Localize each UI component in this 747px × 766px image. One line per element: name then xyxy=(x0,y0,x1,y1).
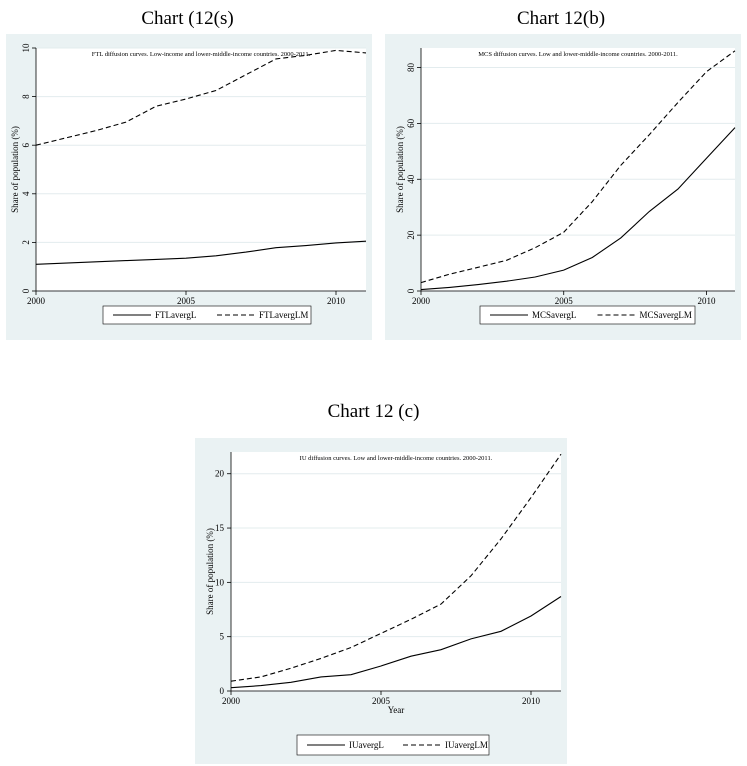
x-tick-label: 2000 xyxy=(412,296,431,306)
y-axis-title: Share of population (%) xyxy=(395,126,405,213)
chart-caption: Chart 12 (c) xyxy=(327,401,420,422)
chart-caption: Chart 12(b) xyxy=(516,8,606,29)
chart-panel: 0246810200020052010YearShare of populati… xyxy=(6,34,372,340)
plot-area xyxy=(421,48,735,291)
series-line xyxy=(35,240,367,265)
y-tick-label: 60 xyxy=(406,118,416,128)
x-tick-label: 2005 xyxy=(177,296,196,306)
x-axis-title: Year xyxy=(388,705,405,715)
plot-area xyxy=(231,452,561,691)
y-axis-title: Share of population (%) xyxy=(205,528,215,615)
series-line xyxy=(420,127,736,291)
x-tick-label: 2000 xyxy=(222,696,241,706)
y-tick-label: 20 xyxy=(215,469,225,479)
legend-label: IUavergL xyxy=(349,740,384,750)
chart-svg: 0 5 10 15 20 2000 2005 2010 Year Share of populat… xyxy=(205,452,562,756)
chart-panel: 020406080200020052010YearShare of popula… xyxy=(385,34,741,340)
plot-title: FTL diffusion curves. Low-income and low… xyxy=(92,51,311,58)
x-tick-label: 2010 xyxy=(697,296,716,306)
y-tick-label: 15 xyxy=(215,523,225,533)
series-line xyxy=(230,453,562,682)
y-tick-label: 20 xyxy=(406,230,416,240)
y-axis-title: Share of population (%) xyxy=(10,126,20,213)
chart-svg: 0246810200020052010YearShare of populati… xyxy=(10,43,367,325)
legend-label: FTLavergLM xyxy=(259,310,308,320)
x-tick-label: 2005 xyxy=(555,296,574,306)
series-line xyxy=(35,49,367,146)
y-tick-label: 10 xyxy=(21,43,31,53)
y-tick-label: 0 xyxy=(21,288,31,293)
legend-label: MCSavergL xyxy=(532,310,576,320)
x-tick-label: 2005 xyxy=(372,696,391,706)
y-tick-label: 0 xyxy=(406,288,416,293)
y-tick-label: 0 xyxy=(220,686,225,696)
y-tick-label: 40 xyxy=(406,174,416,184)
y-tick-label: 2 xyxy=(21,240,31,245)
legend-box xyxy=(479,305,696,325)
series-line xyxy=(230,596,562,689)
legend-label: FTLavergL xyxy=(155,310,196,320)
y-tick-label: 80 xyxy=(406,63,416,73)
chart-panel: 0 5 10 15 20 2000 2005 2010 Year Share of populat… xyxy=(195,438,567,764)
y-tick-label: 6 xyxy=(21,142,31,147)
x-tick-label: 2000 xyxy=(27,296,46,306)
chart-svg: 020406080200020052010YearShare of popula… xyxy=(395,48,736,325)
legend-label: MCSavergLM xyxy=(640,310,692,320)
y-tick-label: 4 xyxy=(21,191,31,196)
y-tick-label: 10 xyxy=(215,577,225,587)
plot-area xyxy=(36,48,366,291)
legend-box xyxy=(296,734,490,756)
x-tick-label: 2010 xyxy=(522,696,541,706)
plot-title: IU diffusion curves. Low and lower-middl… xyxy=(300,455,493,462)
x-tick-label: 2010 xyxy=(327,296,346,306)
chart-caption: Chart (12(s) xyxy=(141,8,234,29)
plot-title: MCS diffusion curves. Low and lower-midd… xyxy=(478,51,678,58)
legend-box xyxy=(102,305,312,325)
y-tick-label: 5 xyxy=(220,632,225,642)
series-line xyxy=(420,50,736,284)
legend-label: IUavergLM xyxy=(445,740,488,750)
y-tick-label: 8 xyxy=(21,94,31,99)
